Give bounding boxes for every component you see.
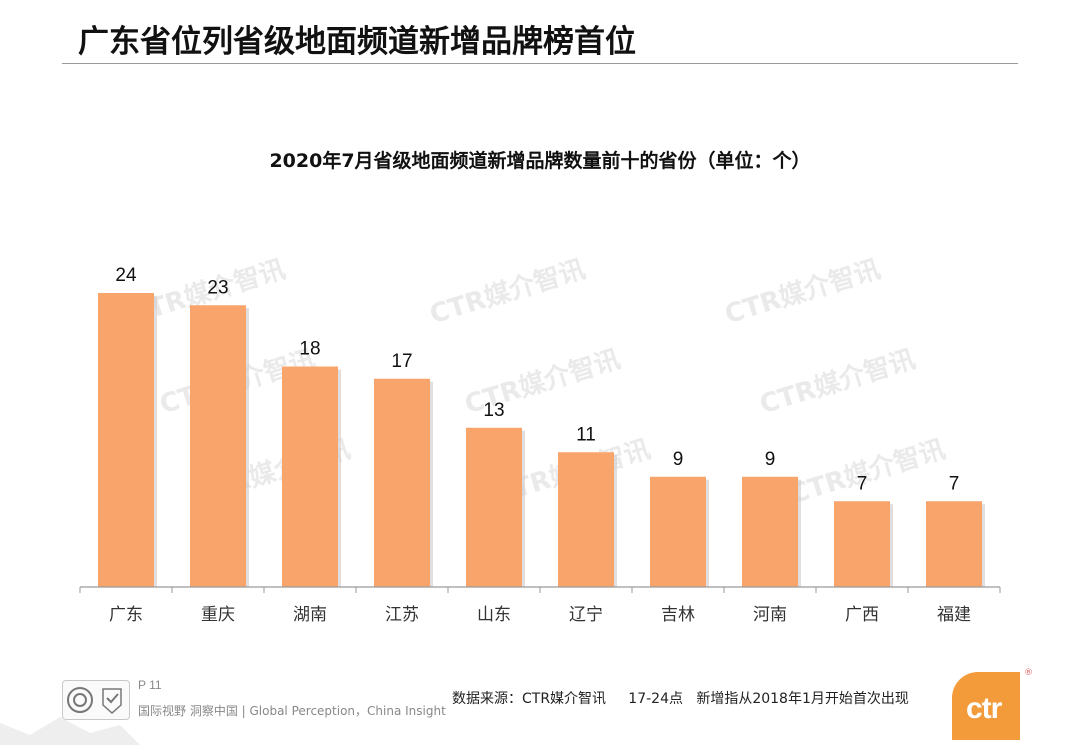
slide-title: 广东省位列省级地面频道新增品牌榜首位 [78, 24, 636, 60]
data-label: 7 [857, 473, 868, 494]
page-number: P 11 [138, 678, 162, 692]
category-label: 山东 [477, 605, 511, 625]
registered-mark-icon: ® [1024, 668, 1033, 678]
category-label: 重庆 [201, 605, 235, 625]
x-axis [79, 586, 1001, 593]
bar-广西 [834, 501, 890, 587]
bar-江苏 [374, 378, 430, 587]
data-source-note: 数据来源：CTR媒介智讯 17-24点 新增指从2018年1月开始首次出现 [452, 691, 909, 707]
data-label: 9 [765, 449, 776, 470]
category-label: 辽宁 [569, 605, 603, 625]
category-label: 湖南 [293, 605, 327, 625]
chart-title: 2020年7月省级地面频道新增品牌数量前十的省份（单位：个） [269, 150, 811, 172]
watermark-text: CTR媒介智讯 [786, 434, 949, 510]
ctr-logo: ctr [952, 672, 1020, 740]
bar-广东 [98, 293, 154, 587]
data-label: 11 [576, 424, 596, 445]
bar-湖南 [282, 366, 338, 587]
category-label: 广西 [845, 605, 879, 625]
corner-decoration-icon [0, 717, 140, 745]
data-label: 24 [115, 265, 137, 286]
ctr-logo-text: ctr [966, 692, 1002, 725]
category-labels-group: 广东 重庆 湖南 江苏 山东 辽宁 吉林 河南 广西 福建 [109, 605, 971, 625]
data-labels-group: 24 23 18 17 13 11 9 9 7 7 [115, 265, 959, 494]
watermark-text: CTR媒介智讯 [721, 254, 884, 330]
bar-山东 [466, 427, 522, 587]
watermark-text: CTR媒介智讯 [756, 344, 919, 420]
bar-重庆 [190, 305, 246, 587]
certification-badge-icon [62, 680, 130, 720]
data-label: 9 [673, 449, 684, 470]
category-label: 江苏 [385, 605, 419, 625]
bar-河南 [742, 476, 798, 587]
category-label: 吉林 [661, 605, 695, 625]
data-label: 17 [391, 351, 412, 372]
category-label: 福建 [937, 605, 971, 625]
data-label: 23 [207, 277, 228, 298]
data-label: 7 [949, 473, 960, 494]
watermark-text: CTR媒介智讯 [426, 254, 589, 330]
data-label: 13 [483, 400, 504, 421]
bar-福建 [926, 501, 982, 587]
data-label: 18 [299, 339, 320, 360]
bar-辽宁 [558, 452, 614, 587]
bars-group [98, 293, 985, 587]
bar-吉林 [650, 476, 706, 587]
footer-branding: P 11 国际视野 洞察中国 | Global Perception，China… [62, 678, 446, 738]
title-divider [62, 63, 1018, 64]
category-label: 河南 [753, 605, 787, 625]
slogan: 国际视野 洞察中国 | Global Perception，China Insi… [138, 704, 446, 718]
category-label: 广东 [109, 605, 143, 625]
